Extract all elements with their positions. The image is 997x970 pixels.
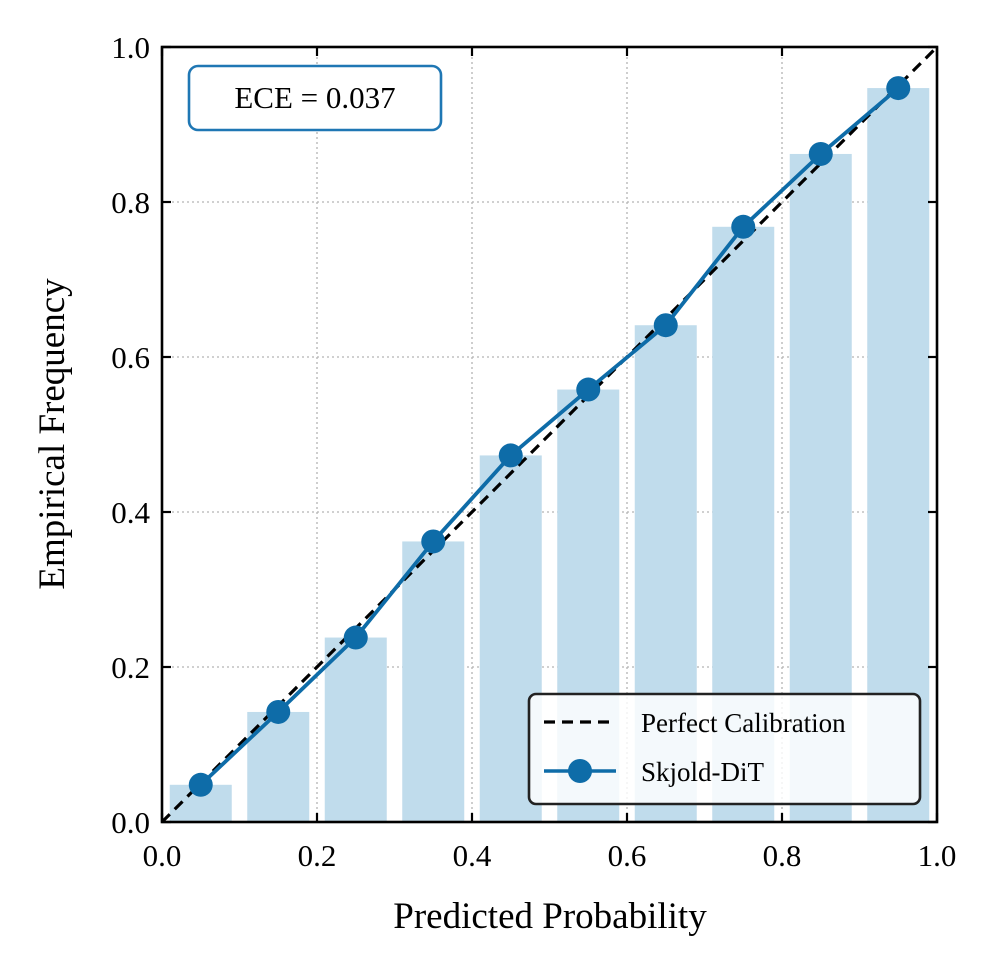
ece-box — [187, 64, 443, 132]
legend-series-marker-icon — [568, 759, 592, 783]
x-axis-label: Predicted Probability — [393, 896, 707, 937]
x-tick-label: 0.8 — [763, 838, 802, 873]
plot-frame — [160, 45, 939, 824]
series-line — [199, 86, 900, 787]
bar — [324, 637, 387, 822]
y-tick-label: 0.4 — [111, 495, 150, 530]
legend: Perfect Calibration Skjold-DiT — [527, 692, 922, 806]
y-tick-label: 0.0 — [111, 805, 150, 840]
y-axis-label: Empirical Frequency — [32, 278, 73, 590]
axis-ticks: 0.0 0.2 0.4 0.6 0.8 1.0 0.0 0.2 0.4 0.6 0.8 1.0 — [111, 30, 956, 873]
ece-text: ECE = 0.037 — [234, 80, 395, 115]
data-point — [188, 772, 213, 797]
legend-label-skjold-dit: Skjold-DiT — [641, 757, 765, 787]
reference-line — [160, 45, 939, 824]
data-point — [498, 443, 523, 468]
data-point — [653, 313, 678, 338]
calibration-series — [188, 76, 911, 797]
data-point — [576, 377, 601, 402]
data-point — [343, 625, 368, 650]
data-point — [731, 214, 756, 239]
data-point — [421, 529, 446, 554]
y-tick-label: 0.8 — [111, 185, 150, 220]
ece-annotation: ECE = 0.037 — [187, 64, 443, 132]
x-tick-label: 0.4 — [453, 838, 492, 873]
x-tick-label: 1.0 — [918, 838, 957, 873]
y-tick-label: 1.0 — [111, 30, 150, 65]
data-point — [886, 76, 911, 101]
data-point — [808, 141, 833, 166]
x-tick-label: 0.2 — [298, 838, 337, 873]
x-tick-label: 0.0 — [143, 838, 182, 873]
y-tick-label: 0.6 — [111, 340, 150, 375]
x-tick-label: 0.6 — [608, 838, 647, 873]
legend-box — [527, 692, 922, 806]
y-tick-label: 0.2 — [111, 650, 150, 685]
data-point — [266, 699, 291, 724]
perfect-calibration-line — [160, 45, 939, 824]
legend-label-perfect-calibration: Perfect Calibration — [641, 708, 846, 738]
bar — [402, 541, 465, 822]
